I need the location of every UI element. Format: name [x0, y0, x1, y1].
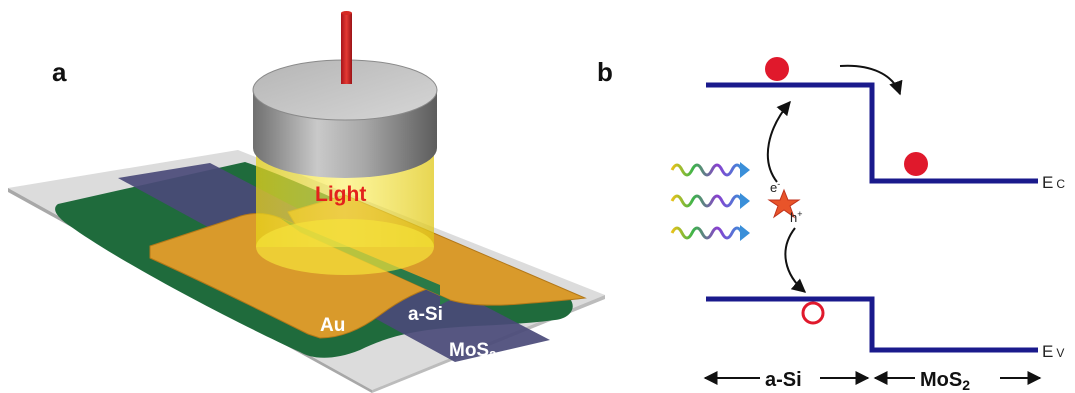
- electron-mos2: [904, 152, 928, 176]
- hole-label: h+: [790, 209, 803, 225]
- light-label: Light: [315, 183, 366, 206]
- mos2-label: MoS2: [449, 340, 496, 363]
- electron-excitation-arrow: [766, 100, 791, 183]
- transfer-arrow: [839, 64, 903, 96]
- photon-wave-3: [670, 226, 744, 240]
- asi-label: a-Si: [408, 304, 443, 325]
- photon-wave-heads: [740, 162, 750, 241]
- photon-wave-2: [670, 194, 744, 208]
- light-rod: [341, 11, 352, 84]
- hole-arrow: [784, 227, 807, 293]
- objective-cylinder: [252, 59, 438, 178]
- photon-waves: [670, 163, 744, 240]
- panel-a-letter: a: [52, 57, 67, 87]
- panel-a: a Light Au a: [8, 11, 605, 393]
- photon-wave-1: [670, 163, 744, 177]
- region-right-label: MoS2: [920, 369, 970, 393]
- region-axis: a-Si MoS2: [703, 369, 1042, 393]
- hole-asi: [801, 301, 825, 325]
- conduction-band: [706, 82, 1038, 184]
- panel-b-letter: b: [597, 57, 613, 87]
- electron-asi: [765, 57, 789, 81]
- gold-label: Au: [320, 315, 345, 336]
- region-left-label: a-Si: [765, 369, 802, 391]
- electron-label: e-: [770, 179, 780, 195]
- valence-band: [706, 296, 1038, 353]
- excitation-star: [767, 188, 801, 219]
- light-beam: [256, 125, 434, 275]
